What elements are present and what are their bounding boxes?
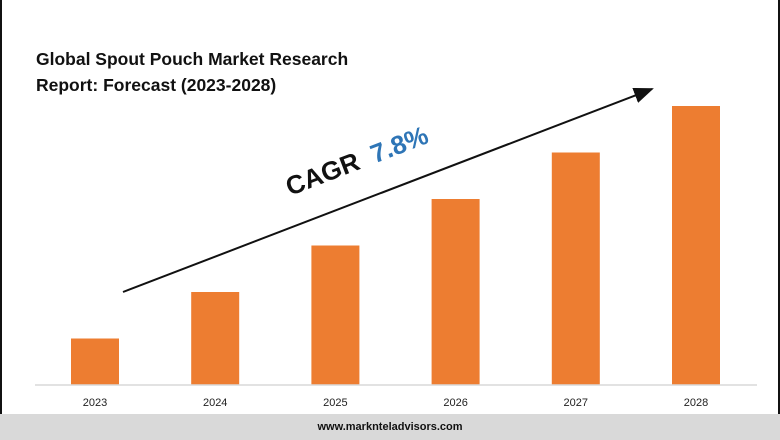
x-tick-label-2027: 2027 (564, 397, 588, 409)
bar-2026 (431, 199, 480, 385)
bar-group (71, 106, 720, 385)
chart-title-line-2: Report: Forecast (2023-2028) (36, 75, 277, 95)
footer-bar: www.marknteladvisors.com (0, 414, 780, 440)
bar-chart: 2023 2024 2025 2026 2027 2028 CAGR 7.8% (35, 87, 757, 409)
cagr-value: 7.8% (366, 120, 432, 169)
x-tick-label-2023: 2023 (83, 397, 107, 409)
bar-2025 (311, 245, 360, 385)
chart-title: Global Spout Pouch Market Research Repor… (36, 46, 396, 98)
x-tick-label-2026: 2026 (443, 397, 467, 409)
bar-2027 (551, 152, 600, 385)
bar-2024 (191, 292, 240, 385)
footer-url: www.marknteladvisors.com (317, 421, 463, 433)
left-border (0, 0, 2, 440)
x-tick-label-2024: 2024 (203, 397, 227, 409)
x-tick-label-2028: 2028 (684, 397, 708, 409)
trend-arrow (122, 87, 654, 293)
bar-2028 (672, 106, 720, 385)
chart-title-line-1: Global Spout Pouch Market Research (36, 49, 349, 69)
bar-2023 (71, 338, 119, 385)
x-tick-label-2025: 2025 (323, 397, 347, 409)
x-tick-labels: 2023 2024 2025 2026 2027 2028 (83, 397, 708, 409)
cagr-annotation: CAGR 7.8% (281, 120, 432, 202)
cagr-label: CAGR (281, 146, 363, 202)
right-border (778, 0, 780, 440)
